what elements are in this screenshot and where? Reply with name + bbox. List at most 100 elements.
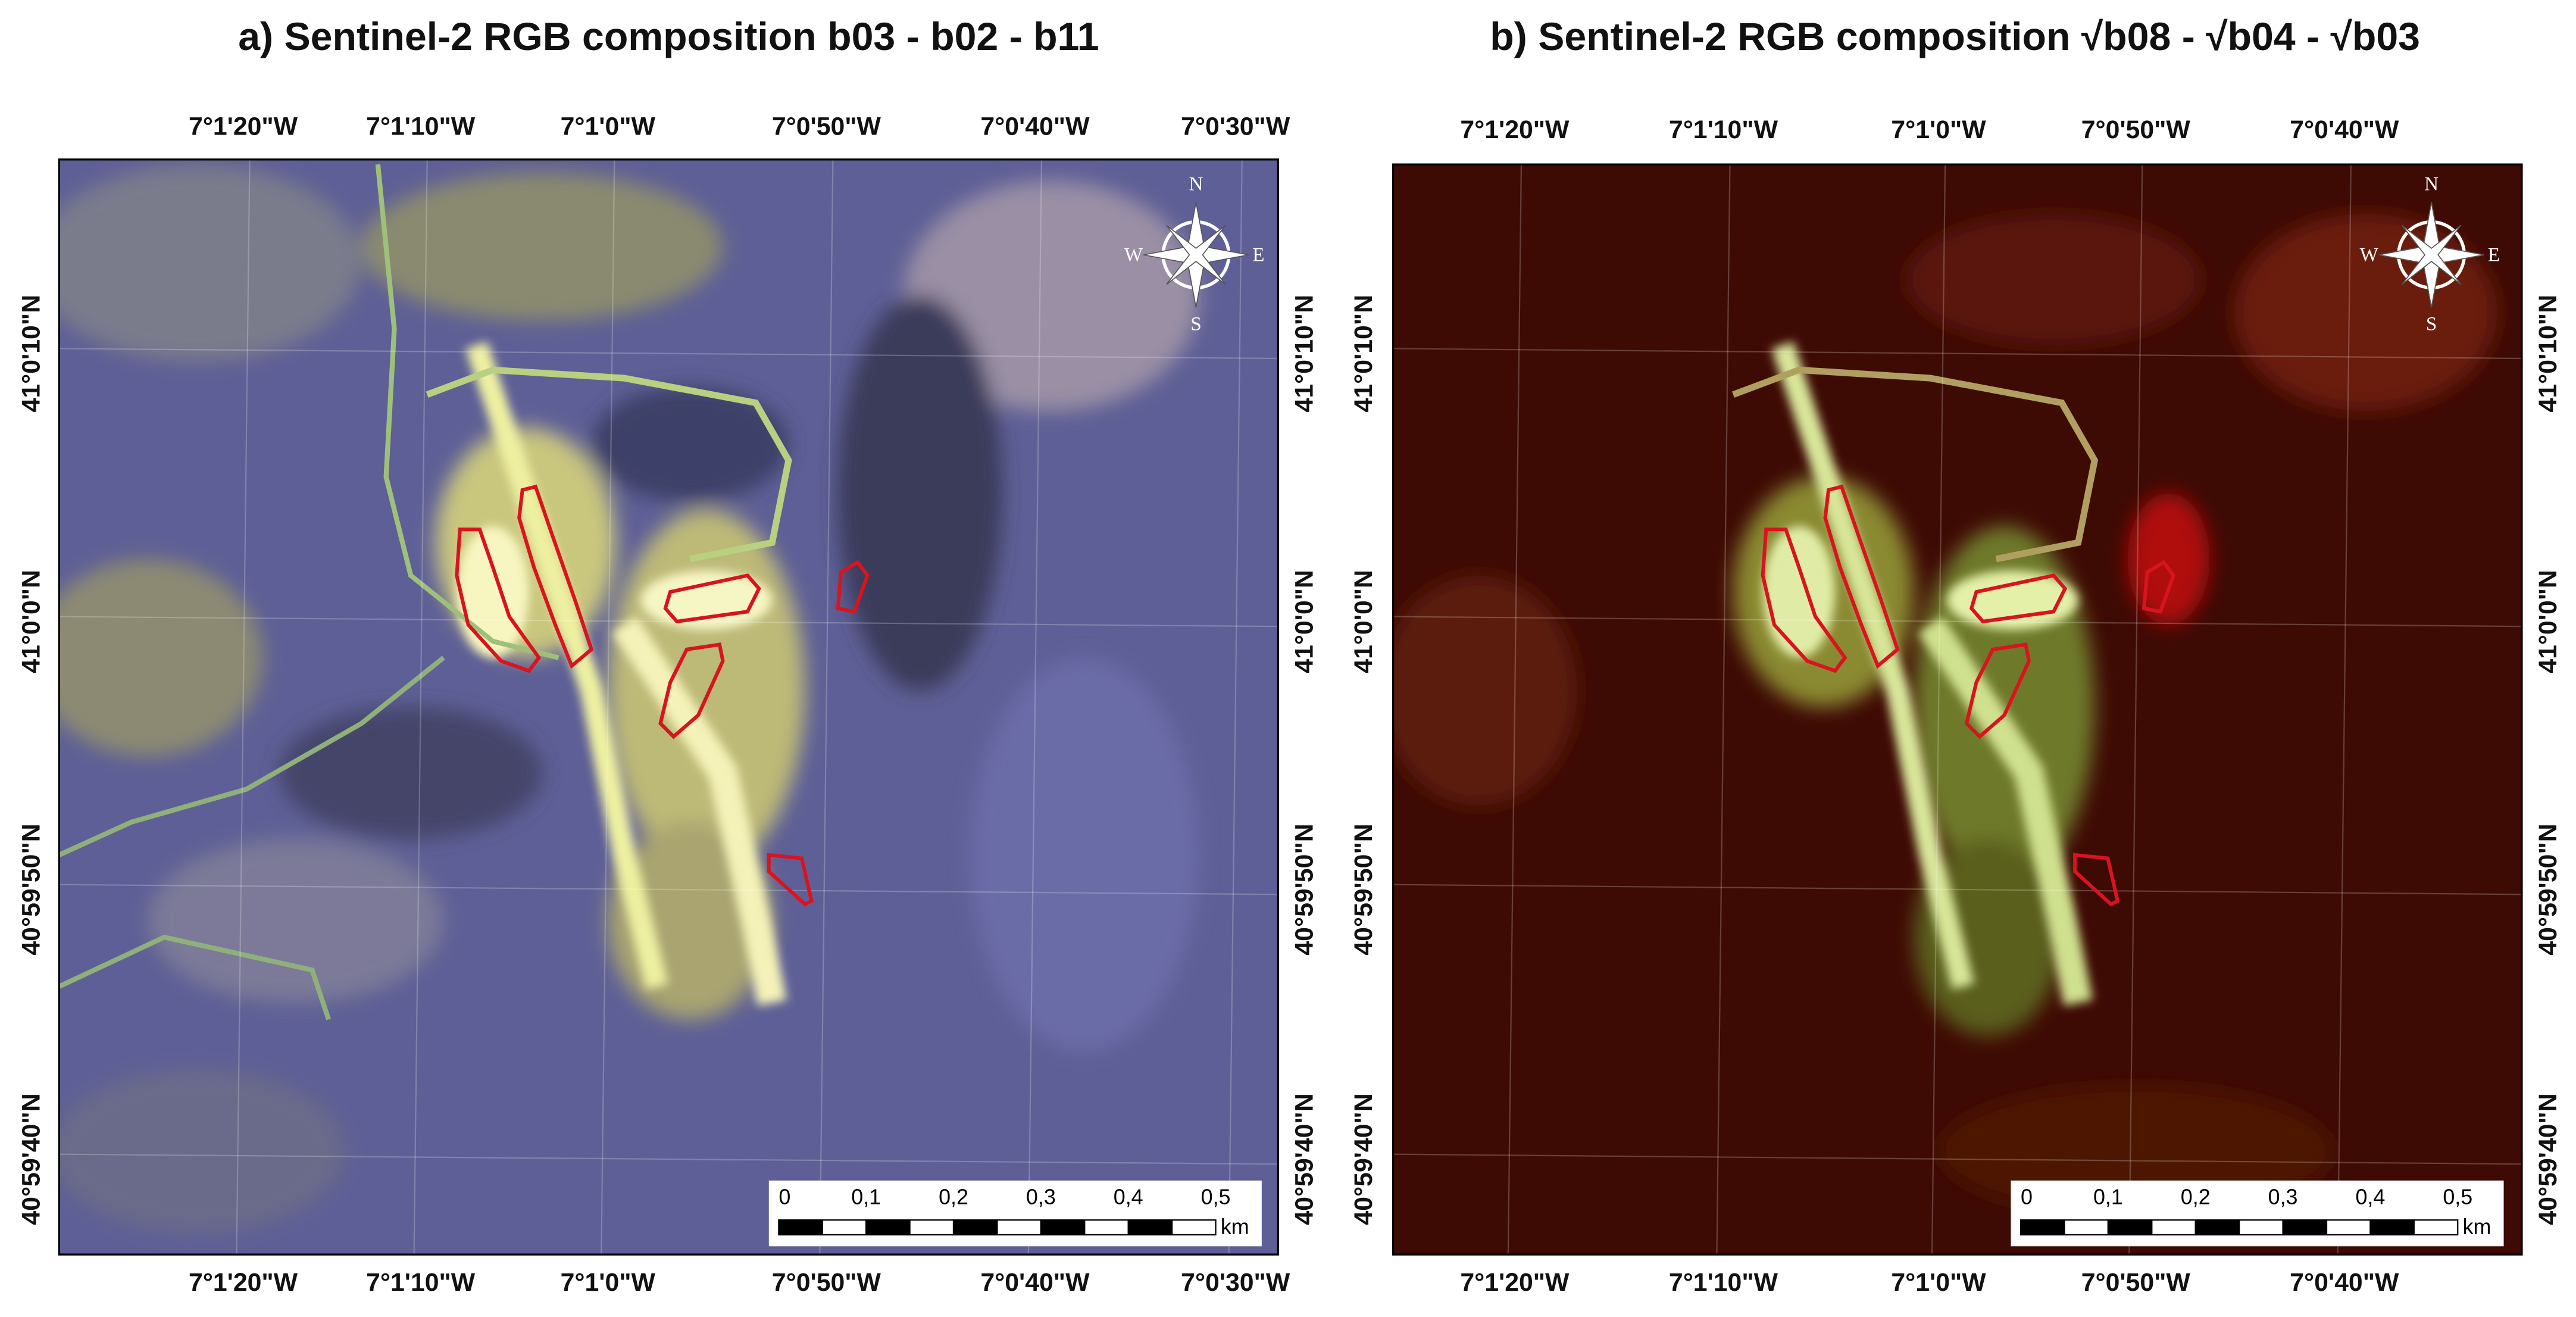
scale-bar-box	[768, 1180, 1262, 1247]
scale-bar-label: 0,1	[2093, 1185, 2123, 1209]
graticule	[2337, 164, 2352, 1255]
y-tick-label: 41°0'10"N	[17, 295, 46, 412]
scale-bar-segment	[2325, 1219, 2371, 1236]
scale-bar-segment	[2064, 1219, 2109, 1236]
y-tick-label: 40°59'50"N	[1349, 823, 1378, 955]
graticule	[1027, 159, 1043, 1255]
y-tick-label: 40°59'40"N	[1349, 1093, 1378, 1225]
scale-bar-segment	[1040, 1219, 1086, 1236]
scale-bar-unit: km	[2463, 1215, 2491, 1238]
scale-bar-segment	[2151, 1219, 2196, 1236]
x-tick-label: 7°0'40"W	[2290, 1268, 2399, 1297]
graticule	[1507, 164, 1523, 1255]
y-tick-label: 40°59'50"N	[17, 823, 46, 955]
compass-star	[2401, 224, 2462, 285]
scale-bar-segment	[1171, 1219, 1217, 1236]
y-tick-label: 41°0'0"N	[2534, 570, 2562, 673]
graticule	[1931, 164, 1946, 1255]
scale-bar-label: 0,4	[1114, 1185, 1143, 1209]
compass-label: N	[2424, 173, 2439, 195]
compass-star	[1166, 224, 1226, 285]
y-tick-label: 41°0'10"N	[2534, 295, 2562, 412]
x-tick-label: 7°0'50"W	[772, 1268, 881, 1297]
scale-bar-segment	[2413, 1219, 2459, 1236]
scale-bar: 0 0,1 0,2 0,3 0,4 0,5 km	[768, 1180, 1262, 1247]
x-tick-label: 7°0'50"W	[2081, 116, 2191, 144]
scale-bar-label: 0,2	[939, 1185, 968, 1209]
graticule	[1228, 159, 1243, 1255]
compass-label: S	[1190, 313, 1201, 335]
y-tick-label: 40°59'40"N	[2534, 1093, 2562, 1225]
x-tick-label: 7°0'30"W	[1181, 113, 1290, 141]
panel-title: b) Sentinel-2 RGB composition √b08 - √b0…	[1490, 15, 2420, 59]
x-tick-label: 7°0'50"W	[2081, 1268, 2191, 1297]
scale-bar-segment	[778, 1219, 823, 1236]
x-tick-label: 7°1'0"W	[561, 113, 656, 141]
x-tick-label: 7°1'10"W	[366, 113, 476, 141]
scale-bar-unit: km	[1221, 1215, 1249, 1238]
y-tick-label: 41°0'0"N	[17, 570, 46, 673]
compass-rose: N S E W	[2360, 173, 2500, 335]
x-tick-label: 7°1'10"W	[1669, 1268, 1778, 1297]
scale-bar-label: 0,2	[2181, 1185, 2211, 1209]
scale-bar-label: 0,3	[2268, 1185, 2298, 1209]
graticule	[1393, 348, 2522, 360]
scale-bar-segment	[1127, 1219, 1173, 1236]
scale-bar-segment	[2282, 1219, 2328, 1236]
y-tick-label: 40°59'40"N	[17, 1093, 46, 1225]
scale-bar-segment	[952, 1219, 998, 1236]
graticule	[59, 884, 1278, 895]
x-tick-label: 7°1'10"W	[1669, 116, 1778, 144]
graticule	[413, 159, 428, 1255]
study-areas	[455, 484, 870, 907]
scale-bar-box	[2011, 1180, 2504, 1247]
map-frame	[58, 158, 1280, 1256]
graticule	[1393, 1153, 2522, 1165]
scale-bar-label: 0,5	[1201, 1185, 1231, 1209]
x-tick-label: 7°0'30"W	[1181, 1268, 1290, 1297]
graticule	[236, 159, 251, 1255]
x-tick-label: 7°0'40"W	[980, 1268, 1090, 1297]
graticule	[59, 1153, 1278, 1165]
x-tick-label: 7°1'10"W	[366, 1268, 476, 1297]
y-tick-label: 40°59'40"N	[1290, 1093, 1319, 1225]
y-tick-label: 41°0'0"N	[1349, 570, 1378, 673]
y-tick-label: 40°59'50"N	[1290, 823, 1319, 955]
x-tick-label: 7°0'40"W	[2290, 116, 2399, 144]
graticule	[1393, 884, 2522, 895]
panel-title: a) Sentinel-2 RGB composition b03 - b02 …	[238, 15, 1099, 59]
y-tick-label: 40°59'50"N	[2534, 823, 2562, 955]
scale-bar-label: 0,5	[2443, 1185, 2472, 1209]
compass-label: E	[1252, 244, 1264, 266]
scale-bar-label: 0,1	[851, 1185, 881, 1209]
x-tick-label: 7°1'20"W	[1460, 1268, 1570, 1297]
graticule	[59, 348, 1278, 360]
graticule	[1393, 616, 2522, 628]
compass-label: E	[2488, 244, 2500, 266]
x-tick-label: 7°1'20"W	[189, 113, 298, 141]
scale-bar-label: 0	[2021, 1185, 2033, 1209]
x-tick-label: 7°1'0"W	[561, 1268, 656, 1297]
x-tick-label: 7°1'20"W	[1460, 116, 1570, 144]
scale-bar: 0 0,1 0,2 0,3 0,4 0,5 km	[2011, 1180, 2504, 1247]
scale-bar-segment	[821, 1219, 867, 1236]
x-tick-label: 7°0'50"W	[772, 113, 881, 141]
compass-label: W	[1124, 244, 1143, 266]
satellite-image	[59, 159, 1278, 1255]
scale-bar-segment	[2369, 1219, 2415, 1236]
compass-rose: N S E W	[1124, 173, 1265, 335]
scale-bar-segment	[1084, 1219, 1129, 1236]
y-tick-label: 41°0'10"N	[1349, 295, 1378, 412]
x-tick-label: 7°1'0"W	[1891, 1268, 1986, 1297]
y-tick-label: 41°0'10"N	[1290, 295, 1319, 412]
scale-bar-segment	[865, 1219, 911, 1236]
graticule	[1716, 164, 1731, 1255]
scale-bar-segment	[2019, 1219, 2065, 1236]
scale-bar-segment	[2107, 1219, 2153, 1236]
graticule	[59, 616, 1278, 628]
x-tick-label: 7°1'20"W	[189, 1268, 298, 1297]
scale-bar-segment	[2194, 1219, 2240, 1236]
y-tick-label: 41°0'0"N	[1290, 570, 1319, 673]
map-frame	[1392, 163, 2523, 1256]
